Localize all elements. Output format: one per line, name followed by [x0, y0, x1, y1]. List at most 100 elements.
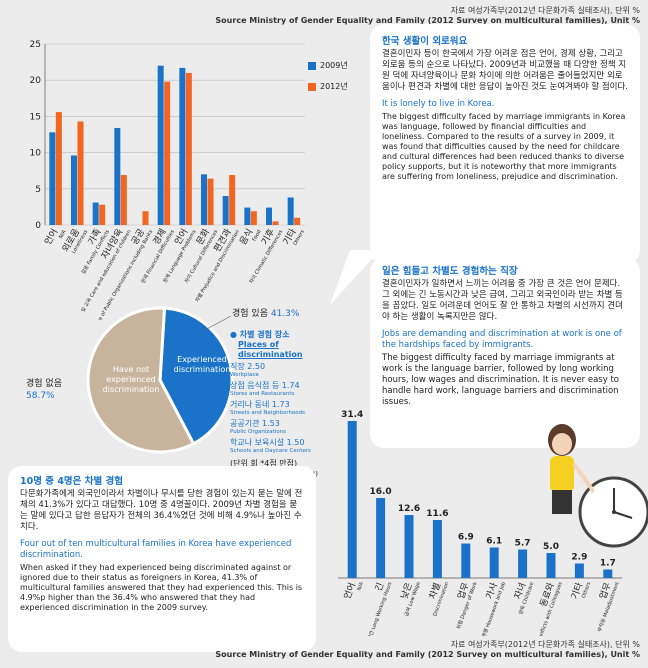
place-label: 상점 음식점 등 1.74 [230, 381, 300, 390]
bar-2012 [99, 204, 106, 225]
bar [518, 549, 528, 578]
y-tick-label: 5 [35, 185, 41, 195]
source-top: 자료 여성가족부(2012년 다문화가족 실태조사), 단위 % Source … [215, 6, 640, 25]
bar-2012 [142, 211, 149, 225]
place-label: 거리나 동네 1.73 [230, 400, 290, 409]
bubble1-tail [330, 250, 380, 305]
bar-2009 [114, 127, 121, 225]
bar-2012 [120, 175, 127, 225]
place-label-en: Streets and Neighborhoods [230, 410, 306, 416]
bar-2009 [266, 207, 272, 225]
pie-yes-label: 경험 있음 41.3% [232, 309, 300, 319]
legend-2009: 2009년 [308, 60, 348, 71]
places-container: 직장 2.50 Workplace 상점 음식점 등 1.74 Stores and … [230, 362, 340, 455]
place-label-en: Workplace [230, 372, 259, 378]
chart1-legend: 2009년 2012년 [308, 60, 348, 92]
bubble-lonely: 한국 생활이 외로워요 결혼이민자 등이 한국에서 가장 어려운 점은 언어, … [370, 24, 640, 264]
bar-2012 [164, 81, 171, 225]
place-label: 학교나 보육시설 1.50 [230, 438, 305, 447]
x-tick-label-en: N/A [58, 229, 68, 240]
data-label: 6.9 [458, 533, 474, 543]
y-tick-label: 0 [35, 221, 41, 231]
clock-hand-hour [613, 511, 633, 519]
bubble-jobs: 일은 힘들고 차별도 경험하는 직장 결혼이민자가 일하면서 느끼는 어려움 중… [370, 258, 640, 448]
bar [603, 569, 613, 578]
bar-2009 [71, 155, 77, 225]
place-item: 학교나 보육시설 1.50 Schools and Daycare Centers [230, 438, 340, 455]
legend-2012-swatch [308, 82, 316, 91]
bar-2012 [294, 217, 301, 225]
x-tick-label: 낮은 [399, 581, 415, 600]
bar-2009 [222, 196, 229, 225]
data-label: 12.6 [398, 504, 420, 514]
data-label: 6.1 [486, 537, 502, 547]
data-label: 1.7 [600, 559, 616, 569]
y-tick-label: 25 [30, 40, 41, 50]
bar-2012 [229, 175, 236, 225]
place-label: 공공기관 1.53 [230, 419, 280, 428]
bar [461, 543, 471, 578]
bar [404, 515, 414, 578]
bubble-four-in-ten: 10명 중 4명은 차별 경험 다문화가족에게 외국인이라서 차별이나 무시를 … [8, 466, 316, 652]
source-bottom: 자료 여성가족부(2012년 다문화가족 실태조사), 단위 % Source … [215, 640, 640, 659]
bar-2009 [49, 132, 56, 225]
x-tick-label: 업무 [598, 581, 614, 600]
bar-2009 [244, 207, 251, 225]
legend-2012: 2012년 [308, 81, 348, 92]
data-label: 11.6 [426, 509, 448, 519]
place-label-en: Public Organizations [230, 429, 287, 435]
x-tick-label: 자녀 [512, 581, 528, 600]
place-label: 직장 2.50 [230, 362, 266, 371]
pie-label-yes-en: Experienced discrimination [173, 355, 231, 374]
bar-2012 [272, 221, 279, 225]
place-item: 공공기관 1.53 Public Organizations [230, 419, 340, 436]
bar-2009 [201, 174, 207, 225]
place-item: 거리나 동네 1.73 Streets and Neighborhoods [230, 400, 340, 417]
woman-skirt [552, 490, 572, 514]
place-item: 상점 음식점 등 1.74 Stores and Restaurants [230, 381, 340, 398]
y-tick-label: 10 [30, 149, 42, 159]
bar-2012 [185, 72, 192, 226]
bar-2012 [77, 121, 84, 225]
bar [489, 547, 499, 578]
data-label: 5.0 [543, 542, 559, 552]
place-label-en: Schools and Daycare Centers [230, 448, 311, 454]
place-item: 직장 2.50 Workplace [230, 362, 340, 379]
y-tick-label: 15 [30, 112, 41, 122]
bar [546, 553, 556, 578]
pie-slice [158, 306, 234, 446]
clock-illustration [578, 476, 648, 548]
woman-shirt [550, 456, 574, 492]
bar-2009 [287, 197, 294, 225]
woman-face [552, 433, 572, 455]
x-tick-label-en: N/A [356, 581, 365, 592]
data-label: 5.7 [515, 539, 531, 549]
bar-2012 [55, 112, 62, 225]
discrimination-pie-chart [86, 306, 234, 454]
place-label-en: Stores and Restaurants [230, 391, 295, 397]
woman-arm [572, 462, 594, 494]
data-label: 2.9 [571, 553, 587, 563]
bar [347, 421, 357, 578]
x-tick-label: 긴 [373, 581, 386, 593]
bar-2012 [207, 178, 214, 225]
x-tick-label-en: Food [251, 229, 262, 242]
legend-2009-swatch [308, 61, 316, 70]
data-label: 16.0 [369, 487, 391, 497]
bar-2012 [250, 211, 257, 225]
bar [574, 563, 584, 578]
x-tick-label: 언어 [341, 581, 358, 601]
x-tick-label: 업무 [456, 581, 472, 600]
bar [376, 498, 386, 578]
bar-2009 [92, 202, 99, 225]
bar [432, 520, 442, 578]
pie-no-label: 경험 없음 58.7% [26, 379, 62, 401]
x-tick-label-en: Others [581, 581, 593, 599]
woman-illustration [548, 424, 594, 514]
pie-label-no-en: Have not experienced discrimination [102, 365, 160, 394]
pie-yes-leader [205, 315, 232, 331]
bar-2009 [179, 67, 186, 225]
bar-2009 [157, 65, 164, 225]
